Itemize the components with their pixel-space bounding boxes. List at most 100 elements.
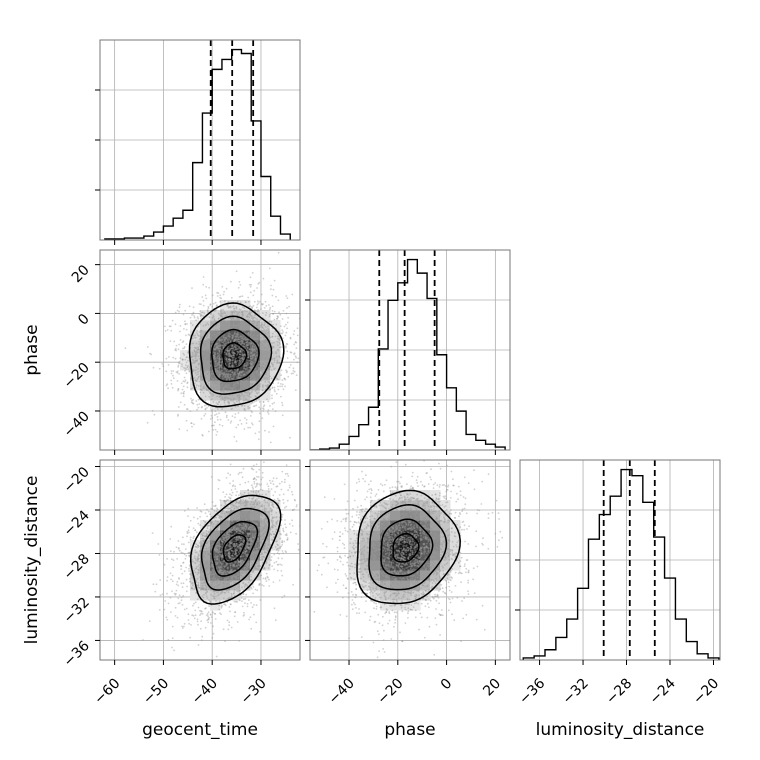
- scatter-point: [240, 423, 243, 425]
- scatter-point: [231, 365, 234, 367]
- scatter-point: [201, 434, 204, 437]
- scatter-point: [238, 296, 241, 298]
- scatter-point: [187, 515, 189, 517]
- scatter-point: [292, 372, 294, 375]
- scatter-point: [219, 381, 222, 383]
- scatter-point: [256, 498, 258, 500]
- scatter-point: [185, 334, 187, 337]
- scatter-point: [208, 391, 211, 394]
- scatter-point: [214, 347, 217, 350]
- scatter-point: [213, 356, 216, 358]
- scatter-point: [232, 383, 235, 386]
- density-cell: [220, 510, 231, 521]
- scatter-point: [253, 353, 256, 356]
- scatter-point: [225, 349, 227, 352]
- scatter-point: [194, 561, 197, 564]
- scatter-point: [233, 575, 236, 578]
- scatter-point: [238, 544, 241, 547]
- scatter-point: [216, 561, 219, 564]
- scatter-point: [243, 342, 246, 345]
- scatter-point: [205, 595, 208, 598]
- scatter-point: [212, 576, 215, 578]
- scatter-point: [256, 364, 259, 367]
- scatter-point: [193, 335, 195, 338]
- scatter-point: [261, 326, 263, 329]
- scatter-point: [282, 337, 284, 340]
- scatter-point: [197, 557, 200, 560]
- scatter-point: [258, 493, 261, 496]
- scatter-point: [242, 399, 245, 402]
- scatter-point: [209, 379, 211, 381]
- scatter-point: [225, 534, 228, 537]
- scatter-point: [246, 310, 248, 313]
- scatter-point: [249, 396, 252, 399]
- density-cell: [210, 580, 221, 591]
- scatter-point: [241, 358, 244, 360]
- scatter-point: [206, 515, 209, 518]
- scatter-point: [231, 361, 234, 364]
- scatter-point: [239, 513, 242, 516]
- scatter-point: [257, 321, 260, 323]
- scatter-point: [214, 381, 217, 384]
- scatter-point: [238, 338, 241, 341]
- scatter-point: [260, 520, 263, 522]
- scatter-point: [238, 376, 241, 379]
- scatter-point: [239, 546, 241, 549]
- scatter-point: [283, 377, 286, 380]
- scatter-point: [265, 562, 268, 565]
- scatter-point: [226, 386, 229, 389]
- scatter-point: [241, 515, 243, 518]
- scatter-point: [236, 360, 239, 362]
- scatter-point: [282, 498, 285, 501]
- scatter-point: [234, 544, 237, 547]
- scatter-point: [196, 348, 199, 351]
- scatter-point: [239, 499, 242, 501]
- scatter-point: [223, 338, 226, 341]
- scatter-point: [271, 394, 273, 397]
- scatter-point: [236, 314, 239, 316]
- scatter-point: [228, 374, 230, 376]
- scatter-point: [222, 309, 225, 311]
- scatter-point: [239, 395, 241, 398]
- scatter-point: [260, 356, 263, 358]
- scatter-point: [247, 296, 250, 299]
- scatter-point: [251, 348, 254, 350]
- scatter-point: [206, 338, 209, 341]
- scatter-point: [229, 348, 232, 350]
- scatter-point: [250, 512, 253, 515]
- scatter-point: [236, 538, 239, 541]
- scatter-point: [283, 481, 286, 484]
- scatter-point: [233, 509, 235, 512]
- scatter-point: [201, 296, 204, 298]
- scatter-point: [199, 549, 201, 552]
- scatter-point: [260, 369, 263, 372]
- scatter-point: [252, 478, 255, 480]
- scatter-point: [169, 572, 172, 575]
- scatter-point: [211, 578, 214, 581]
- scatter-point: [227, 628, 230, 631]
- scatter-point: [246, 363, 249, 365]
- scatter-point: [212, 632, 215, 635]
- scatter-point: [246, 602, 249, 605]
- scatter-point: [184, 548, 187, 550]
- scatter-point: [192, 312, 195, 315]
- scatter-point: [195, 359, 198, 362]
- scatter-point: [214, 378, 217, 381]
- scatter-point: [210, 386, 213, 389]
- scatter-point: [277, 382, 280, 384]
- scatter-point: [242, 358, 244, 361]
- scatter-point: [247, 351, 250, 354]
- scatter-point: [205, 560, 208, 562]
- scatter-point: [235, 361, 237, 364]
- density-cell: [230, 550, 241, 561]
- scatter-point: [212, 542, 215, 545]
- scatter-point: [242, 342, 245, 345]
- scatter-point: [183, 625, 185, 628]
- scatter-point: [221, 563, 223, 565]
- scatter-point: [249, 566, 251, 569]
- scatter-point: [255, 543, 257, 546]
- scatter-point: [202, 570, 204, 573]
- scatter-point: [263, 518, 266, 521]
- scatter-point: [250, 391, 253, 394]
- scatter-point: [239, 565, 242, 568]
